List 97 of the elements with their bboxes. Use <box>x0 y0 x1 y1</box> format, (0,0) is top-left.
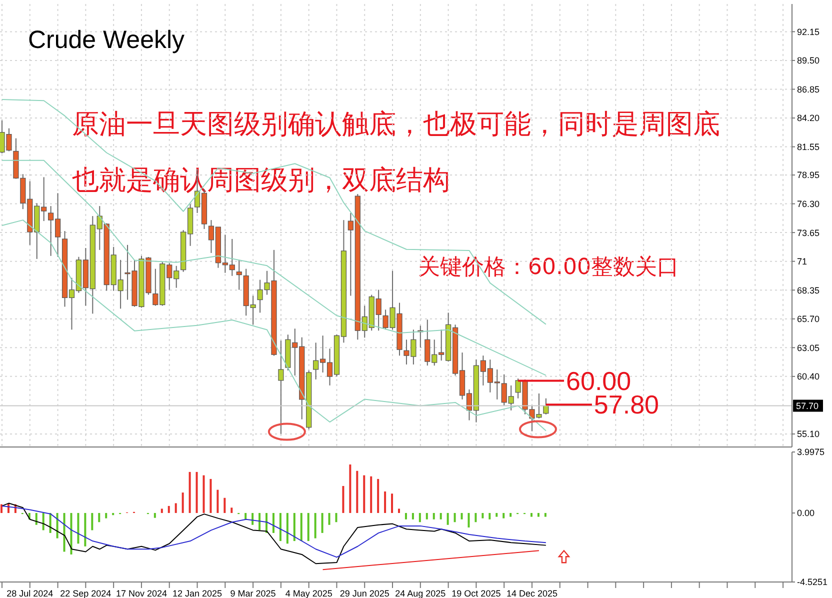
x-tick-label: 22 Sep 2024 <box>60 588 112 598</box>
ref-line-label: 57.70 <box>796 401 819 412</box>
bar <box>426 512 428 520</box>
bar <box>244 512 247 520</box>
y-tick-label: 0.00 <box>797 508 815 518</box>
candlestick <box>236 259 242 290</box>
bar <box>440 512 442 520</box>
x-tick-label: 14 Dec 2025 <box>506 588 558 598</box>
bar <box>293 512 296 542</box>
bar <box>91 512 94 530</box>
x-tick-label: 24 Aug 2025 <box>395 588 446 598</box>
bar <box>460 512 463 520</box>
bar <box>258 512 261 530</box>
bar <box>188 472 191 513</box>
y-tick-label: 84.20 <box>797 113 820 124</box>
bar <box>510 512 512 517</box>
bar <box>370 476 372 513</box>
bar <box>356 470 358 513</box>
x-tick-label: 29 Jun 2025 <box>340 588 390 598</box>
y-tick-label: 92.15 <box>797 26 820 37</box>
bar <box>412 512 414 520</box>
bar <box>496 512 498 517</box>
bar <box>328 512 330 525</box>
y-tick-label: 89.50 <box>797 56 820 66</box>
y-tick-label: 63.05 <box>797 342 820 353</box>
bar <box>468 512 470 528</box>
bar <box>105 512 108 518</box>
y-tick-label: 78.95 <box>797 170 820 180</box>
bar <box>84 512 86 546</box>
bar <box>160 508 163 513</box>
bar <box>154 512 156 518</box>
bar <box>335 512 338 522</box>
y-tick-label: 3.9975 <box>797 447 825 458</box>
bar <box>98 512 100 522</box>
text: Crude Weekly <box>28 26 185 55</box>
bar <box>77 512 80 544</box>
y-tick-label: 60.40 <box>797 372 820 382</box>
bar <box>418 512 421 522</box>
bar <box>363 475 366 513</box>
bar <box>224 498 226 513</box>
y-tick-label: 73.65 <box>797 228 820 238</box>
bar <box>530 512 532 517</box>
bar <box>307 512 310 542</box>
y-tick-label: 68.35 <box>797 285 820 296</box>
bar <box>196 472 198 513</box>
y-tick-label: 55.10 <box>797 429 820 440</box>
bar <box>70 512 72 554</box>
bar <box>544 512 546 517</box>
bar <box>182 492 184 513</box>
bar <box>342 486 344 513</box>
bar <box>42 512 44 530</box>
y-tick-label: 76.30 <box>797 198 820 209</box>
bar <box>502 512 505 518</box>
x-tick-label: 28 Jul 2024 <box>6 588 54 598</box>
bar <box>488 512 491 520</box>
bar <box>474 512 477 522</box>
bar <box>202 475 205 513</box>
bar <box>279 512 282 542</box>
bar <box>0 504 3 513</box>
y-tick-label: 81.55 <box>797 142 820 152</box>
bar <box>349 464 352 513</box>
bar <box>377 478 380 513</box>
y-tick-label: -4.5251 <box>797 577 828 588</box>
annotation: 关键价格：60.00整数关口 <box>418 254 679 282</box>
bar <box>384 491 386 513</box>
x-tick-label: 12 Jan 2025 <box>172 588 222 598</box>
x-tick-label: 4 May 2025 <box>285 588 332 598</box>
bar <box>252 512 254 525</box>
y-tick-label: 65.70 <box>797 314 820 324</box>
y-tick-label: 71 <box>797 256 808 267</box>
bar <box>56 512 58 538</box>
x-tick-label: 17 Nov 2024 <box>116 588 167 598</box>
bar <box>230 508 233 513</box>
bar <box>216 490 219 513</box>
bar <box>210 478 212 513</box>
bar <box>398 508 400 513</box>
bar <box>321 512 324 533</box>
bar <box>300 512 302 542</box>
bar <box>286 512 288 544</box>
x-tick-label: 19 Oct 2025 <box>452 588 501 598</box>
bar <box>404 512 407 520</box>
y-tick-label: 86.85 <box>797 84 820 94</box>
bar <box>432 512 435 520</box>
bar <box>168 506 170 513</box>
bar <box>482 512 484 518</box>
x-tick-label: 9 Mar 2025 <box>230 588 276 598</box>
bar <box>272 512 274 533</box>
candlestick <box>278 340 284 434</box>
bar <box>314 512 316 538</box>
bar <box>35 512 38 525</box>
bar <box>391 494 394 513</box>
bar <box>454 512 456 522</box>
bar <box>446 512 449 525</box>
bar <box>174 503 177 513</box>
candlestick <box>543 398 549 415</box>
bar <box>112 512 114 516</box>
bar <box>537 512 540 517</box>
